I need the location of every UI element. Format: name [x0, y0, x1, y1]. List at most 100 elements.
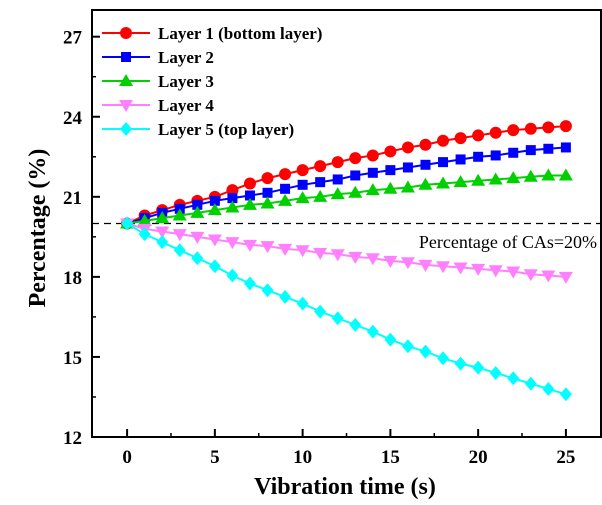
series-4-point: [190, 231, 205, 244]
series-1-point: [314, 160, 327, 173]
series-3-point: [436, 176, 451, 189]
series-5-point: [349, 317, 362, 332]
series-group: [120, 120, 573, 402]
series-2-point: [438, 157, 449, 168]
series-1-point: [296, 164, 309, 177]
series-1-point: [226, 184, 239, 197]
series-4-point: [453, 262, 468, 275]
series-1-point: [489, 126, 502, 139]
series-4-point: [436, 261, 451, 274]
series-3-point: [453, 175, 468, 188]
series-5-point: [243, 276, 256, 291]
reference-annotation: Percentage of CAs=20%: [419, 232, 597, 252]
series-5-point: [173, 243, 186, 258]
series-4-point: [506, 266, 521, 279]
series-4-point: [330, 249, 345, 262]
series-5-point: [489, 365, 502, 380]
series-3-point: [190, 205, 205, 218]
series-4-point: [348, 251, 363, 264]
series-3-point: [348, 185, 363, 198]
series-2-point: [525, 145, 536, 156]
series-5-point: [384, 332, 397, 347]
series-4-point: [523, 269, 538, 282]
x-tick-label: 20: [469, 447, 488, 468]
legend-entry-3: Layer 3: [102, 72, 214, 91]
series-4-point: [278, 243, 293, 256]
series-5-point: [279, 289, 292, 304]
legend-label: Layer 1 (bottom layer): [158, 24, 322, 43]
series-1-point: [243, 177, 256, 190]
series-4-point: [541, 270, 556, 283]
series-4-point: [471, 263, 486, 276]
series-5-point: [437, 351, 450, 366]
series-1-point: [331, 156, 344, 169]
series-2-point: [543, 143, 554, 154]
series-3-point: [383, 181, 398, 194]
series-4-point: [207, 234, 222, 247]
series-2-point: [420, 159, 431, 170]
series-5-point: [156, 235, 169, 250]
series-3-point: [541, 168, 556, 181]
series-2-point: [402, 162, 413, 173]
legend-entry-2: Layer 2: [102, 48, 214, 67]
x-tick-label: 5: [210, 447, 220, 468]
legend-swatch-marker: [120, 27, 132, 39]
series-3-point: [506, 171, 521, 184]
series-1-point: [437, 134, 450, 147]
y-tick-label: 15: [63, 348, 82, 369]
series-2-point: [455, 154, 466, 165]
legend-label: Layer 5 (top layer): [158, 120, 294, 139]
series-3-point: [523, 169, 538, 182]
series-4: [120, 218, 573, 284]
series-1-point: [349, 152, 362, 165]
series-3-point: [365, 183, 380, 196]
series-5-point: [366, 324, 379, 339]
series-2-point: [332, 174, 343, 185]
series-2-point: [297, 179, 308, 190]
series-5-point: [419, 344, 432, 359]
series-1-point: [472, 129, 485, 142]
series-5-point: [314, 304, 327, 319]
legend-label: Layer 2: [158, 48, 214, 67]
series-3-point: [137, 213, 152, 226]
series-5-point: [296, 296, 309, 311]
series-5-point: [208, 259, 221, 274]
legend-entry-1: Layer 1 (bottom layer): [102, 24, 322, 43]
series-1-point: [454, 132, 467, 145]
series-1-point: [261, 172, 274, 185]
series-2-point: [315, 177, 326, 188]
series-3-point: [330, 187, 345, 200]
series-2-point: [385, 165, 396, 176]
series-1-point: [559, 120, 572, 133]
series-3-point: [207, 203, 222, 216]
legend-label: Layer 3: [158, 72, 214, 91]
series-5-point: [331, 311, 344, 326]
y-tick-label: 12: [63, 428, 82, 449]
series-1-point: [279, 168, 292, 181]
series-2-point: [280, 183, 291, 194]
y-tick-label: 21: [63, 188, 82, 209]
y-tick-label: 27: [63, 28, 83, 49]
series-1-point: [507, 124, 520, 137]
series-3-point: [260, 196, 275, 209]
series-3-point: [400, 180, 415, 193]
series-3-point: [418, 177, 433, 190]
series-4-point: [558, 271, 573, 284]
series-3-point: [225, 200, 240, 213]
legend-swatch-marker: [120, 122, 132, 136]
series-5-point: [454, 356, 467, 371]
legend: Layer 1 (bottom layer) Layer 2 Layer 3 Laye…: [102, 24, 322, 139]
series-5-point: [542, 381, 555, 396]
series-2-point: [367, 167, 378, 178]
series-5: [121, 216, 572, 402]
series-2-point: [350, 170, 361, 181]
legend-swatch-marker: [119, 100, 133, 112]
series-5-point: [138, 227, 151, 242]
series-3-point: [155, 211, 170, 224]
series-2-point: [244, 190, 255, 201]
series-4-point: [295, 245, 310, 258]
series-2-point: [227, 193, 238, 204]
series-1-point: [419, 138, 432, 151]
series-3: [120, 168, 573, 229]
